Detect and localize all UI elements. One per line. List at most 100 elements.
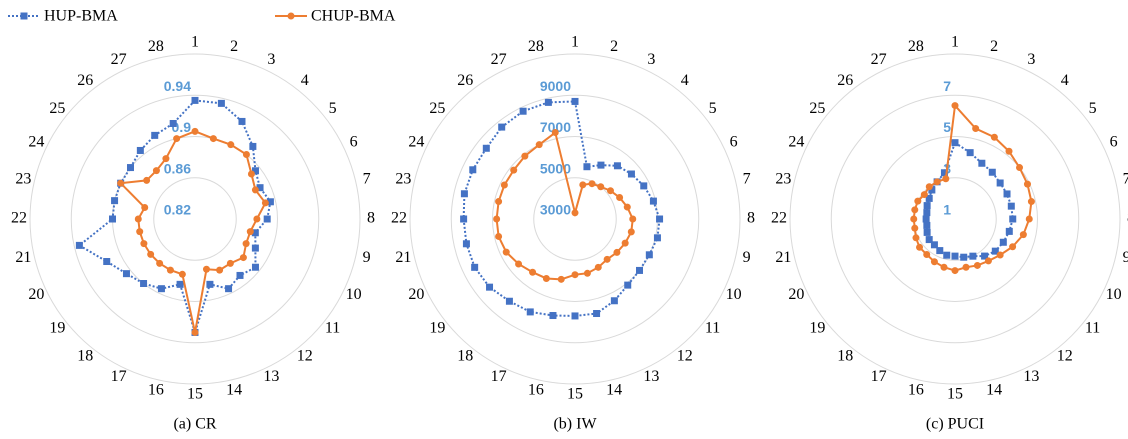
data-point <box>571 209 579 217</box>
category-label: 10 <box>346 286 362 303</box>
data-point <box>460 215 468 223</box>
category-label: 23 <box>15 171 31 188</box>
data-point <box>629 215 637 223</box>
category-label: 5 <box>709 100 717 117</box>
data-point <box>151 131 159 139</box>
category-label: 23 <box>395 171 411 188</box>
category-label: 24 <box>788 133 804 150</box>
data-point <box>1009 215 1017 223</box>
data-point <box>471 263 479 271</box>
data-point <box>951 252 959 260</box>
data-point <box>923 202 931 210</box>
data-point <box>1005 147 1013 155</box>
data-point <box>157 285 165 293</box>
category-label: 4 <box>681 72 689 89</box>
data-point <box>649 197 657 205</box>
category-label: 6 <box>350 133 358 150</box>
data-point <box>943 251 951 259</box>
data-point <box>951 267 959 275</box>
category-label: 28 <box>528 38 544 55</box>
legend-label: CHUP-BMA <box>311 8 396 25</box>
data-point <box>912 234 920 242</box>
data-point <box>930 241 938 249</box>
data-point <box>460 190 468 198</box>
data-point <box>962 263 970 271</box>
category-label: 15 <box>187 386 203 403</box>
category-label: 26 <box>457 72 473 89</box>
category-label: 17 <box>111 368 127 385</box>
tick-label: 1 <box>943 202 951 218</box>
category-label: 3 <box>647 51 655 68</box>
data-point <box>911 206 919 214</box>
data-point <box>571 271 579 279</box>
data-point <box>498 123 506 131</box>
data-point <box>549 312 557 320</box>
data-point <box>134 215 142 223</box>
data-point <box>936 247 944 255</box>
data-point <box>593 310 601 318</box>
grid-ring <box>70 94 320 344</box>
data-point <box>505 297 513 305</box>
category-label: 14 <box>986 381 1002 398</box>
chart-caption: (c) PUCI <box>926 416 984 433</box>
category-label: 27 <box>491 51 507 68</box>
data-point <box>981 252 989 260</box>
category-label: 2 <box>610 38 618 55</box>
tick-label: 7000 <box>540 119 571 135</box>
data-point <box>636 266 644 274</box>
data-point <box>925 183 933 191</box>
data-point <box>535 141 543 149</box>
category-label: 7 <box>743 171 751 188</box>
data-point <box>263 215 271 223</box>
data-point <box>942 175 950 183</box>
category-label: 1 <box>571 34 579 51</box>
chart-caption: (b) IW <box>553 416 597 433</box>
data-point <box>469 166 477 174</box>
category-label: 7 <box>363 171 371 188</box>
data-point <box>940 169 948 177</box>
category-label: 16 <box>528 381 544 398</box>
category-label: 5 <box>1089 100 1097 117</box>
data-point <box>645 251 653 259</box>
data-point <box>624 281 632 289</box>
category-label: 13 <box>1023 368 1039 385</box>
data-point <box>217 99 225 107</box>
category-label: 16 <box>908 381 924 398</box>
data-point <box>251 263 259 271</box>
data-point <box>261 199 269 207</box>
category-label: 26 <box>837 72 853 89</box>
category-label: 26 <box>77 72 93 89</box>
category-label: 13 <box>263 368 279 385</box>
data-point <box>122 270 130 278</box>
category-label: 18 <box>457 347 473 364</box>
category-label: 21 <box>775 249 791 266</box>
data-point <box>588 180 596 188</box>
data-point <box>117 179 125 187</box>
data-point <box>156 259 164 267</box>
category-label: 19 <box>429 319 445 336</box>
data-point <box>136 146 144 154</box>
data-point <box>914 197 922 205</box>
data-point <box>610 297 618 305</box>
data-point <box>544 98 552 106</box>
data-point <box>140 280 148 288</box>
data-point <box>493 215 501 223</box>
data-point <box>1009 243 1017 251</box>
data-point <box>251 186 259 194</box>
data-point <box>928 186 936 194</box>
data-point <box>519 107 527 115</box>
data-point <box>579 181 587 189</box>
category-label: 22 <box>391 210 407 227</box>
category-label: 27 <box>111 51 127 68</box>
data-point <box>462 240 470 248</box>
tick-label: 0.94 <box>164 78 191 94</box>
category-label: 3 <box>1027 51 1035 68</box>
data-point <box>216 266 224 274</box>
data-point <box>925 236 933 244</box>
category-label: 24 <box>28 133 44 150</box>
data-point <box>191 328 199 336</box>
data-point <box>973 261 981 269</box>
data-point <box>126 164 134 172</box>
category-label: 12 <box>1057 347 1073 364</box>
category-label: 4 <box>1061 72 1069 89</box>
